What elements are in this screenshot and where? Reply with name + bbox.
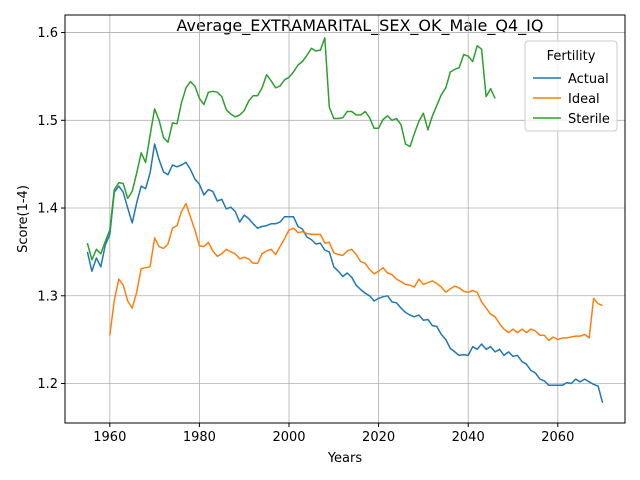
x-axis-label: Years xyxy=(327,451,363,466)
x-axis: 1960 1980 2000 2020 2040 2060 xyxy=(93,423,574,445)
x-tick-label: 1980 xyxy=(183,430,216,445)
legend-box xyxy=(524,40,618,132)
x-tick-label: 2060 xyxy=(541,430,574,445)
legend-label-actual: Actual xyxy=(568,72,609,87)
plot-frame xyxy=(64,14,626,424)
y-axis: 1.2 1.3 1.4 1.5 1.6 xyxy=(37,26,65,392)
series-line-actual xyxy=(86,143,604,403)
legend: Fertility Actual Ideal Sterile xyxy=(524,40,618,132)
x-tick-label: 1960 xyxy=(93,430,126,445)
chart-title: Average_EXTRAMARITAL_SEX_OK_Male_Q4_IQ xyxy=(177,16,544,36)
y-tick-label: 1.5 xyxy=(37,114,58,129)
legend-title: Fertility xyxy=(547,49,596,64)
x-tick-label: 2000 xyxy=(272,430,305,445)
legend-label-ideal: Ideal xyxy=(568,92,600,107)
legend-label-sterile: Sterile xyxy=(568,112,610,127)
y-axis-label: Score(1-4) xyxy=(16,185,31,253)
x-tick-label: 2020 xyxy=(362,430,395,445)
y-tick-label: 1.4 xyxy=(37,202,58,217)
y-tick-label: 1.2 xyxy=(37,377,58,392)
series-line-ideal xyxy=(109,202,603,342)
series-line-sterile xyxy=(86,37,496,261)
y-tick-label: 1.3 xyxy=(37,289,58,304)
y-tick-label: 1.6 xyxy=(37,26,58,41)
x-tick-label: 2040 xyxy=(452,430,485,445)
series-layer xyxy=(86,37,604,403)
